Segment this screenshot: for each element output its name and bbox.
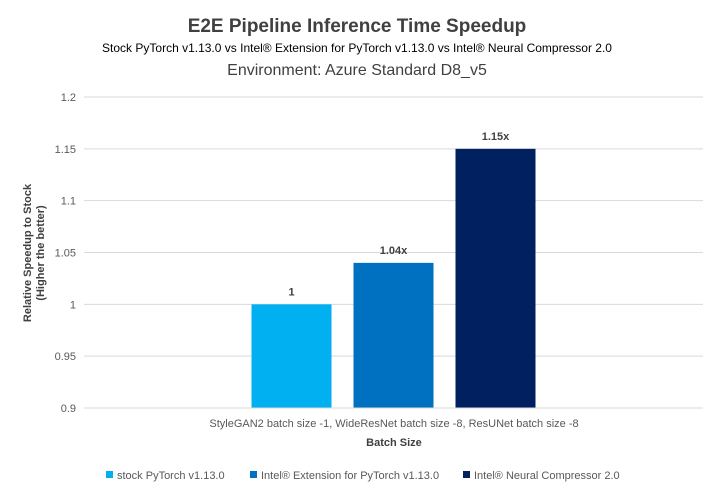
bar-1 — [251, 304, 332, 408]
gridlines — [84, 96, 703, 357]
y-tick-label: 1.1 — [61, 196, 76, 208]
legend-swatch-2 — [250, 471, 257, 478]
chart-environment: Environment: Azure Standard D8_v5 — [227, 62, 487, 79]
y-axis-title-line1: Relative Speedup to Stock — [22, 183, 34, 322]
data-labels: 1 1.04x 1.15x — [288, 131, 510, 299]
legend-swatch-1 — [106, 471, 113, 478]
y-tick-label: 1 — [70, 299, 76, 311]
x-axis-title: Batch Size — [366, 437, 422, 449]
chart-subtitle: Stock PyTorch v1.13.0 vs Intel® Extensio… — [102, 41, 612, 55]
chart-title: E2E Pipeline Inference Time Speedup — [188, 16, 527, 37]
data-label-3: 1.15x — [482, 131, 510, 143]
bars — [251, 148, 536, 409]
y-tick-label: 1.15 — [55, 144, 76, 156]
y-axis-title-line2: (Higher the better) — [35, 205, 47, 301]
legend-label-2: Intel® Extension for PyTorch v1.13.0 — [261, 470, 439, 482]
legend-label-1: stock PyTorch v1.13.0 — [117, 470, 225, 482]
y-tick-label: 1.2 — [61, 92, 76, 104]
data-label-2: 1.04x — [380, 245, 408, 257]
bar-2 — [353, 262, 434, 408]
legend-label-3: Intel® Neural Compressor 2.0 — [474, 470, 620, 482]
legend: stock PyTorch v1.13.0 Intel® Extension fo… — [106, 470, 620, 482]
y-axis-title: Relative Speedup to Stock (Higher the be… — [22, 183, 47, 322]
y-axis-ticks: 0.9 0.95 1 1.05 1.1 1.15 1.2 — [55, 92, 76, 415]
bar-3 — [455, 148, 536, 409]
y-tick-label: 1.05 — [55, 248, 76, 260]
x-category-label: StyleGAN2 batch size -1, WideResNet batc… — [209, 418, 578, 430]
legend-swatch-3 — [463, 471, 470, 478]
y-tick-label: 0.95 — [55, 351, 76, 363]
y-tick-label: 0.9 — [61, 403, 76, 415]
data-label-1: 1 — [288, 286, 294, 298]
